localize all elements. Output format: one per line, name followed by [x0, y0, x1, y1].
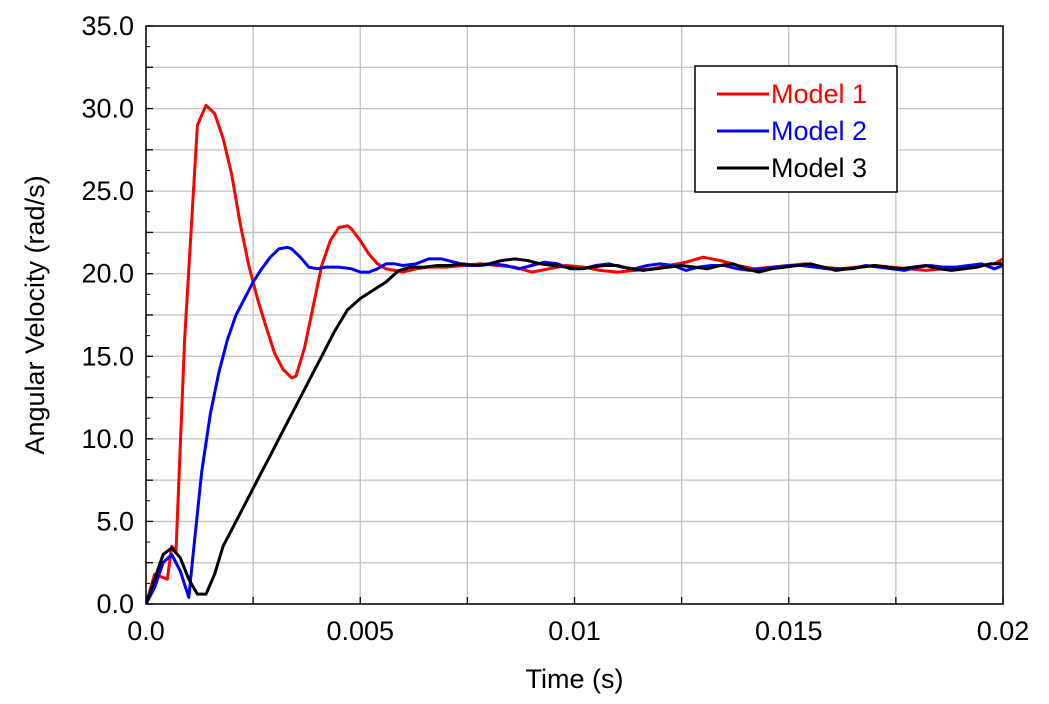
legend: Model 1 Model 2 Model 3	[694, 65, 898, 193]
x-axis-label: Time (s)	[526, 664, 624, 694]
y-tick-label: 5.0	[96, 506, 134, 536]
x-tick-label: 0.02	[977, 616, 1030, 646]
y-tick-label: 10.0	[81, 424, 134, 454]
y-tick-label: 20.0	[81, 259, 134, 289]
legend-label: Model 2	[771, 116, 867, 146]
legend-items: Model 1 Model 2 Model 3	[717, 79, 867, 183]
x-axis-ticks: 0.0 0.005 0.01 0.015 0.02	[127, 616, 1029, 646]
y-axis-ticks: 0.0 5.0 10.0 15.0 20.0 25.0 30.0 35.0	[81, 11, 134, 619]
y-tick-label: 30.0	[81, 94, 134, 124]
y-tick-label: 0.0	[96, 589, 134, 619]
legend-label: Model 3	[771, 153, 867, 183]
legend-item: Model 2	[717, 116, 867, 146]
legend-label: Model 1	[771, 79, 867, 109]
x-tick-label: 0.0	[127, 616, 165, 646]
legend-item: Model 1	[717, 79, 867, 109]
legend-item: Model 3	[717, 153, 867, 183]
x-tick-label: 0.015	[755, 616, 823, 646]
legend-box	[694, 65, 898, 193]
plot-area-frame	[145, 25, 1004, 605]
x-tick-label: 0.01	[548, 616, 601, 646]
y-tick-label: 35.0	[81, 11, 134, 41]
series-line-3	[146, 257, 1003, 604]
y-tick-label: 25.0	[81, 176, 134, 206]
y-tick-label: 15.0	[81, 341, 134, 371]
y-axis-label: Angular Velocity (rad/s)	[20, 175, 50, 454]
series-lines	[146, 103, 1003, 604]
x-tick-label: 0.005	[326, 616, 394, 646]
